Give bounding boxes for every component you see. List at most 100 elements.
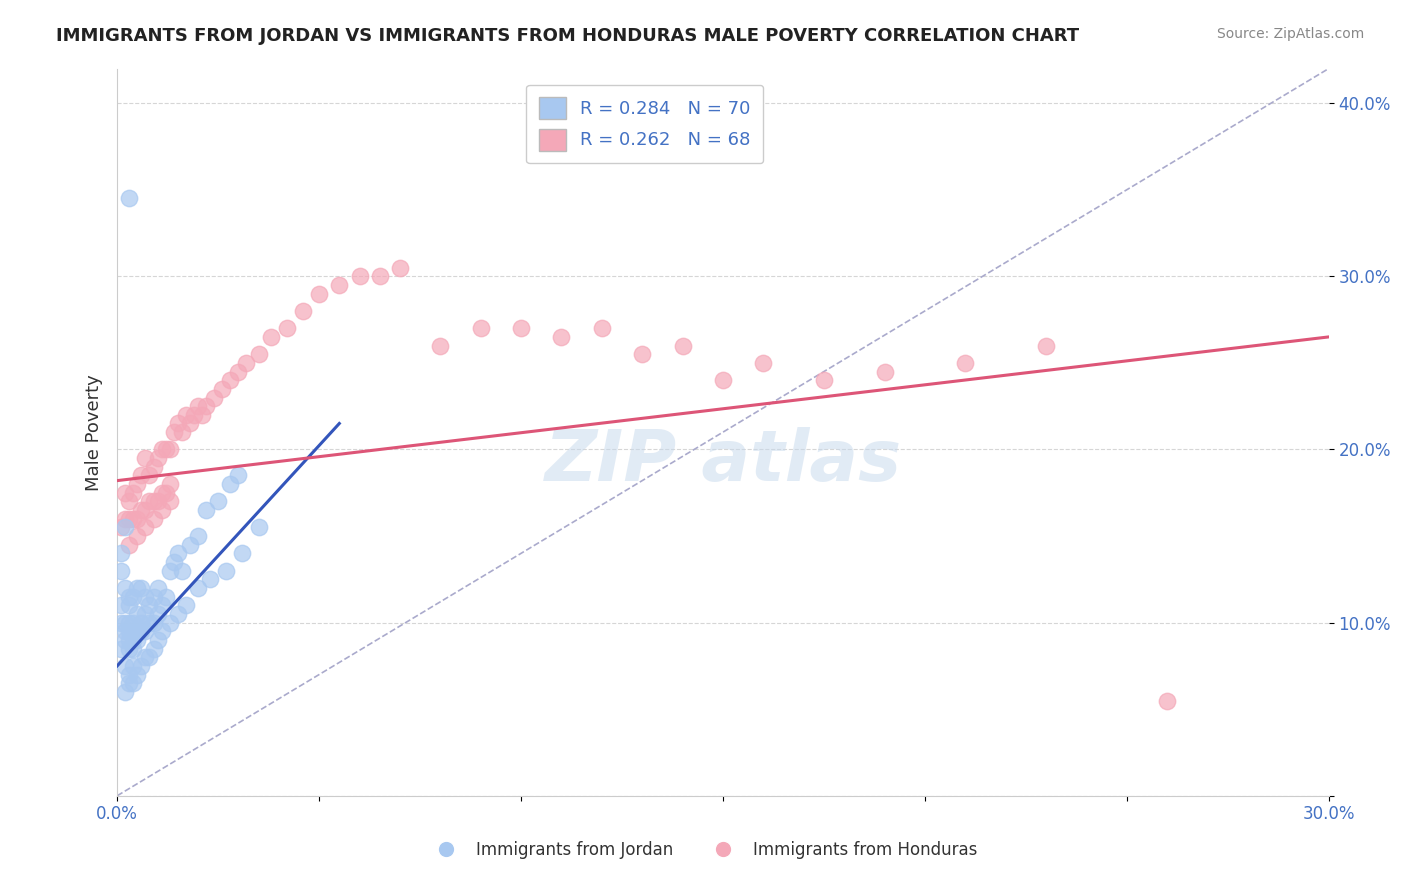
Point (138, 494, 160, 508)
Point (114, 615, 136, 630)
Point (550, 330, 572, 344)
Point (183, 408, 205, 422)
Point (349, 269, 371, 284)
Point (228, 365, 250, 379)
Point (955, 356, 977, 370)
Point (671, 338, 693, 352)
Point (231, 546, 253, 560)
Point (873, 365, 896, 379)
Point (131, 615, 153, 630)
Point (127, 667, 149, 681)
Point (146, 632, 169, 647)
Point (118, 641, 141, 656)
Point (114, 485, 136, 500)
Point (134, 520, 156, 534)
Point (131, 659, 153, 673)
Point (127, 512, 149, 526)
Point (155, 590, 177, 604)
Point (114, 512, 136, 526)
Point (142, 494, 165, 508)
Point (159, 615, 181, 630)
Point (470, 321, 492, 335)
Point (631, 347, 654, 361)
Point (166, 607, 188, 621)
Point (247, 347, 270, 361)
Point (198, 572, 221, 586)
Point (174, 599, 197, 613)
Point (150, 485, 173, 500)
Point (215, 564, 238, 578)
Point (134, 607, 156, 621)
Point (138, 615, 160, 630)
Point (163, 555, 186, 569)
Point (146, 607, 169, 621)
Point (122, 641, 145, 656)
Text: IMMIGRANTS FROM JORDAN VS IMMIGRANTS FROM HONDURAS MALE POVERTY CORRELATION CHAR: IMMIGRANTS FROM JORDAN VS IMMIGRANTS FRO… (56, 27, 1080, 45)
Point (711, 373, 734, 387)
Point (110, 520, 132, 534)
Point (122, 512, 145, 526)
Point (134, 590, 156, 604)
Point (118, 494, 141, 508)
Point (142, 590, 165, 604)
Point (159, 477, 181, 491)
Legend: Immigrants from Jordan, Immigrants from Honduras: Immigrants from Jordan, Immigrants from … (422, 835, 984, 866)
Point (174, 408, 197, 422)
Point (510, 321, 533, 335)
Point (219, 477, 242, 491)
Point (122, 615, 145, 630)
Point (150, 503, 173, 517)
Point (1156, 693, 1178, 707)
Point (752, 356, 775, 370)
Point (155, 485, 177, 500)
Point (131, 468, 153, 483)
Text: Source: ZipAtlas.com: Source: ZipAtlas.com (1216, 27, 1364, 41)
Point (276, 321, 298, 335)
Point (127, 624, 149, 639)
Point (118, 191, 141, 205)
Point (195, 399, 218, 413)
Point (118, 590, 141, 604)
Point (187, 529, 209, 543)
Point (207, 494, 229, 508)
Point (127, 581, 149, 595)
Point (291, 304, 314, 318)
Point (142, 459, 165, 474)
Point (114, 624, 136, 639)
Point (127, 632, 149, 647)
Point (146, 581, 169, 595)
Point (155, 442, 177, 457)
Point (228, 468, 250, 483)
Point (118, 667, 141, 681)
Point (308, 286, 330, 301)
Point (813, 373, 835, 387)
Point (118, 624, 141, 639)
Point (202, 391, 225, 405)
Point (114, 685, 136, 699)
Point (179, 417, 201, 431)
Point (114, 520, 136, 534)
Point (260, 330, 283, 344)
Point (131, 581, 153, 595)
Point (134, 503, 156, 517)
Point (122, 590, 145, 604)
Point (127, 607, 149, 621)
Point (150, 442, 173, 457)
Point (146, 494, 169, 508)
Point (110, 599, 132, 613)
Point (163, 425, 186, 439)
Point (127, 477, 149, 491)
Point (166, 417, 188, 431)
Point (159, 564, 181, 578)
Point (134, 624, 156, 639)
Point (247, 520, 270, 534)
Point (150, 624, 173, 639)
Point (159, 494, 181, 508)
Point (429, 338, 451, 352)
Point (118, 599, 141, 613)
Point (195, 503, 218, 517)
Point (1035, 338, 1057, 352)
Point (166, 546, 188, 560)
Point (142, 512, 165, 526)
Point (118, 615, 141, 630)
